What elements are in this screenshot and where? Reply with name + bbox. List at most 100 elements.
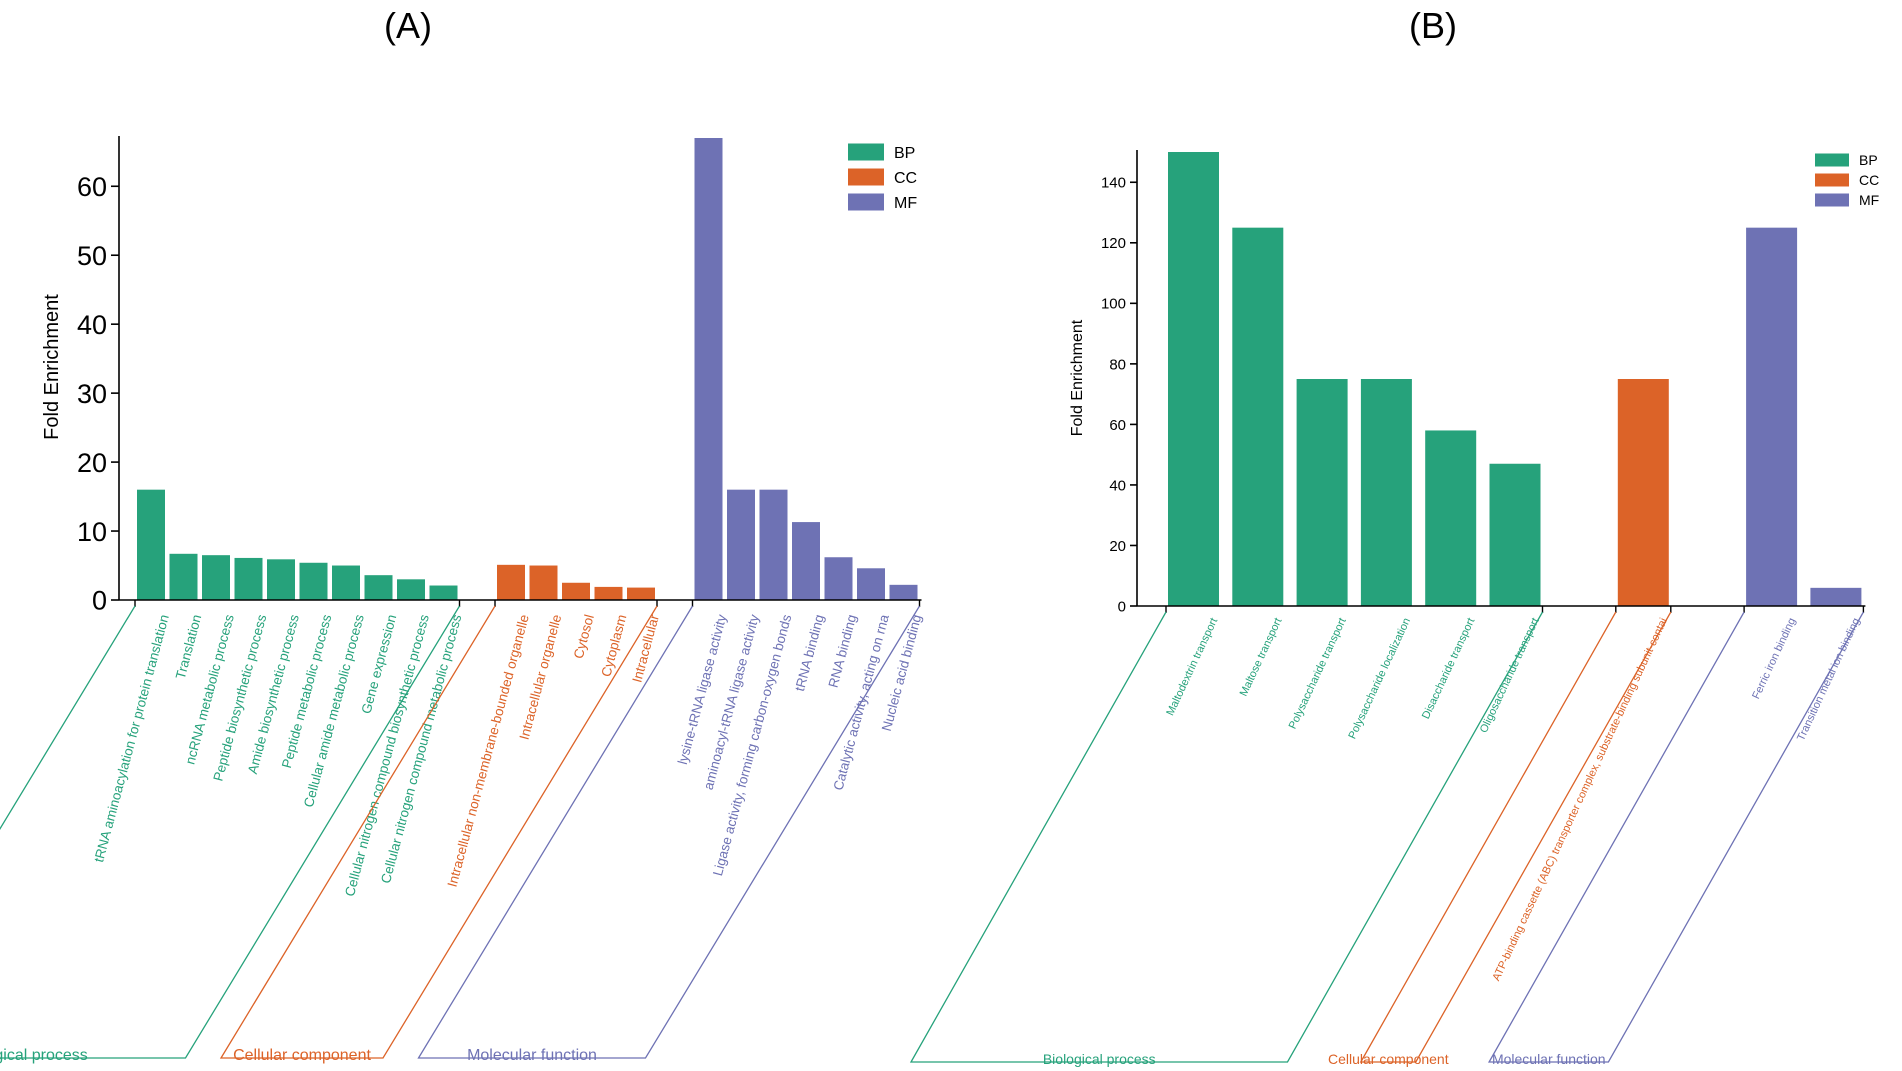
panel-a-category-labels: tRNA aminoacylation for protein translat… — [91, 612, 924, 898]
panel-a-y-tick-label: 20 — [77, 448, 107, 478]
panel-b-bar-disaccharide-transport — [1425, 430, 1477, 606]
panel-b-chart: (B) Fold Enrichment BP CC MF 0 20 40 60 80 100 1… — [909, 5, 1879, 1067]
panel-b-category-label: Transition metal ion binding — [1795, 616, 1863, 743]
panel-b-group-label-molecular-function: Molecular function — [1492, 1051, 1606, 1067]
panel-b-y-tick-label: 100 — [1101, 296, 1126, 313]
panel-b-bars — [1168, 152, 1862, 606]
panel-a-bar-cellular-amide-metabolic-process — [332, 565, 360, 600]
panel-a-legend-swatch-cc — [848, 168, 884, 186]
panel-a-legend-swatch-mf — [848, 193, 884, 211]
panel-b-group-bracket-molecular-function — [1487, 611, 1864, 1063]
panel-b-bar-oligosaccharide-transport — [1489, 463, 1541, 606]
panel-b-group-label-biological-process: Biological process — [1043, 1051, 1156, 1067]
panel-a-group-bracket-cellular-component — [219, 605, 658, 1059]
panel-b-bar-ferric-iron-binding — [1746, 227, 1798, 606]
panel-a-bar-aminoacyl-trna-ligase-activity — [727, 489, 755, 600]
panel-a-y-tick-label: 0 — [92, 586, 107, 616]
panel-b-category-labels: Maltodextrin transport Maltose transport P… — [1164, 616, 1862, 983]
panel-a-group-label-biological-process: Biological process — [0, 1047, 88, 1064]
panel-b-bar-maltose-transport — [1232, 227, 1284, 606]
panel-a-bar-rna-binding — [824, 557, 853, 600]
panel-a-legend-label-bp: BP — [894, 145, 915, 162]
panel-b-group-bracket-cellular-component — [1359, 611, 1672, 1063]
panel-b-y-tick-label: 140 — [1101, 175, 1126, 192]
panel-a-x-axis — [119, 599, 922, 607]
panel-b-category-label: Polysaccharide transport — [1287, 616, 1349, 731]
panel-a-group-bracket-molecular-function — [417, 605, 921, 1059]
panel-a-category-label: tRNA binding — [792, 613, 827, 693]
panel-a-bar-translation — [169, 553, 198, 600]
panel-a-bar-cellular-nitrogen-compound-metabolic-process — [429, 585, 458, 600]
panel-a-y-tick-label: 30 — [77, 379, 107, 409]
panel-b-legend: BP CC MF — [1815, 152, 1879, 208]
panel-a-group-label-molecular-function: Molecular function — [467, 1047, 597, 1064]
panel-b-group-label-cellular-component: Cellular component — [1328, 1051, 1449, 1067]
panel-a-chart: (A) Fold Enrichment BP CC MF 0 10 20 30 40 50 60… — [0, 5, 924, 1064]
panel-a-legend: BP CC MF — [848, 143, 917, 212]
panel-a-category-label: Intracellular non-membrane-bounded organ… — [445, 613, 532, 889]
panel-a-category-label: tRNA aminoacylation for protein translat… — [91, 613, 172, 864]
panel-a-bar-peptide-metabolic-process — [299, 562, 328, 600]
panel-b-category-label: Ferric iron binding — [1750, 616, 1798, 701]
panel-a-y-tick-label: 50 — [77, 241, 107, 271]
panel-a-bar-cellular-nitrogen-compound-biosynthetic-process — [397, 579, 425, 600]
panel-b-legend-label-bp: BP — [1859, 152, 1878, 168]
panel-b-group-bracket-biological-process — [909, 611, 1544, 1063]
panel-a-bar-cytosol — [562, 582, 590, 600]
panel-a-category-label: Cellular amide metabolic process — [301, 613, 367, 809]
panel-b-y-tick-label: 120 — [1101, 235, 1126, 252]
panel-a-legend-label-cc: CC — [894, 170, 917, 187]
panel-b-category-label: Polysaccharide localization — [1346, 616, 1413, 741]
panel-a-bar-trna-aminoacylation-for-protein-translation — [137, 489, 165, 600]
panel-b-legend-label-mf: MF — [1859, 192, 1879, 208]
panel-a-label: (A) — [384, 5, 432, 46]
panel-b-legend-swatch-bp — [1815, 153, 1849, 167]
panel-a-legend-swatch-bp — [848, 143, 884, 161]
panel-a-group-bracket-biological-process — [0, 605, 461, 1059]
panel-a-bar-catalytic-activity-acting-on-rna — [857, 568, 885, 600]
panel-b-category-label: Maltose transport — [1238, 616, 1285, 698]
panel-b-category-label: Maltodextrin transport — [1164, 616, 1220, 717]
panel-a-category-label: Cytosol — [571, 613, 597, 660]
panel-a-y-tick-label: 40 — [77, 310, 107, 340]
panel-b-label: (B) — [1409, 5, 1457, 46]
panel-b-bar-transition-metal-ion-binding — [1810, 587, 1862, 606]
panel-b-bar-atp-binding-cassette-abc-transporter-complex-substrate-binding-subunit-contai — [1617, 379, 1669, 606]
panel-a-group-label-cellular-component: Cellular component — [233, 1047, 371, 1064]
panel-a-bar-intracellular — [627, 587, 655, 600]
panel-a-category-label: Intracellular — [629, 612, 662, 684]
panel-a-bar-lysine-trna-ligase-activity — [694, 138, 723, 600]
panel-a-y-axis-label: Fold Enrichment — [41, 294, 63, 440]
panel-b-category-label: Disaccharide transport — [1420, 616, 1477, 721]
panel-a-bar-trna-binding — [792, 522, 820, 600]
panel-b-y-axis-label: Fold Enrichment — [1069, 319, 1086, 436]
panel-b-legend-label-cc: CC — [1859, 172, 1879, 188]
panel-a-bar-cytoplasm — [594, 586, 623, 600]
panel-b-category-label: Oligosaccharide transport — [1478, 616, 1542, 735]
panel-a-bar-amide-biosynthetic-process — [267, 559, 295, 600]
panel-a-bar-ligase-activity-forming-carbon-oxygen-bonds — [759, 489, 788, 600]
panel-b-group-brackets: Biological process Cellular component Mole… — [909, 611, 1864, 1067]
panel-b-legend-swatch-cc — [1815, 173, 1849, 187]
panel-a-bar-gene-expression — [364, 575, 393, 600]
panel-b-y-tick-label: 20 — [1109, 538, 1126, 555]
panel-a-legend-label-mf: MF — [894, 195, 917, 212]
panel-a-bar-intracellular-non-membrane-bounded-organelle — [497, 564, 525, 600]
panel-a-category-label: RNA binding — [825, 613, 859, 689]
panel-b-x-axis — [1137, 605, 1866, 613]
panel-a-y-axis: 0 10 20 30 40 50 60 — [77, 136, 120, 616]
panel-b-y-tick-label: 80 — [1109, 356, 1126, 373]
panel-a-bar-ncrna-metabolic-process — [202, 555, 230, 600]
panel-b-bar-polysaccharide-localization — [1360, 379, 1412, 606]
panel-a-y-tick-label: 10 — [77, 517, 107, 547]
panel-b-y-tick-label: 40 — [1109, 477, 1126, 494]
panel-a-category-label: Translation — [173, 613, 205, 681]
panel-b-bar-polysaccharide-transport — [1296, 379, 1348, 606]
panel-a-bar-peptide-biosynthetic-process — [234, 557, 263, 600]
panel-a-bars — [137, 138, 918, 600]
panel-a-y-tick-label: 60 — [77, 172, 107, 202]
panel-b-y-tick-label: 0 — [1118, 598, 1126, 615]
panel-a-bar-intracellular-organelle — [529, 565, 558, 600]
panel-b-legend-swatch-mf — [1815, 193, 1849, 207]
